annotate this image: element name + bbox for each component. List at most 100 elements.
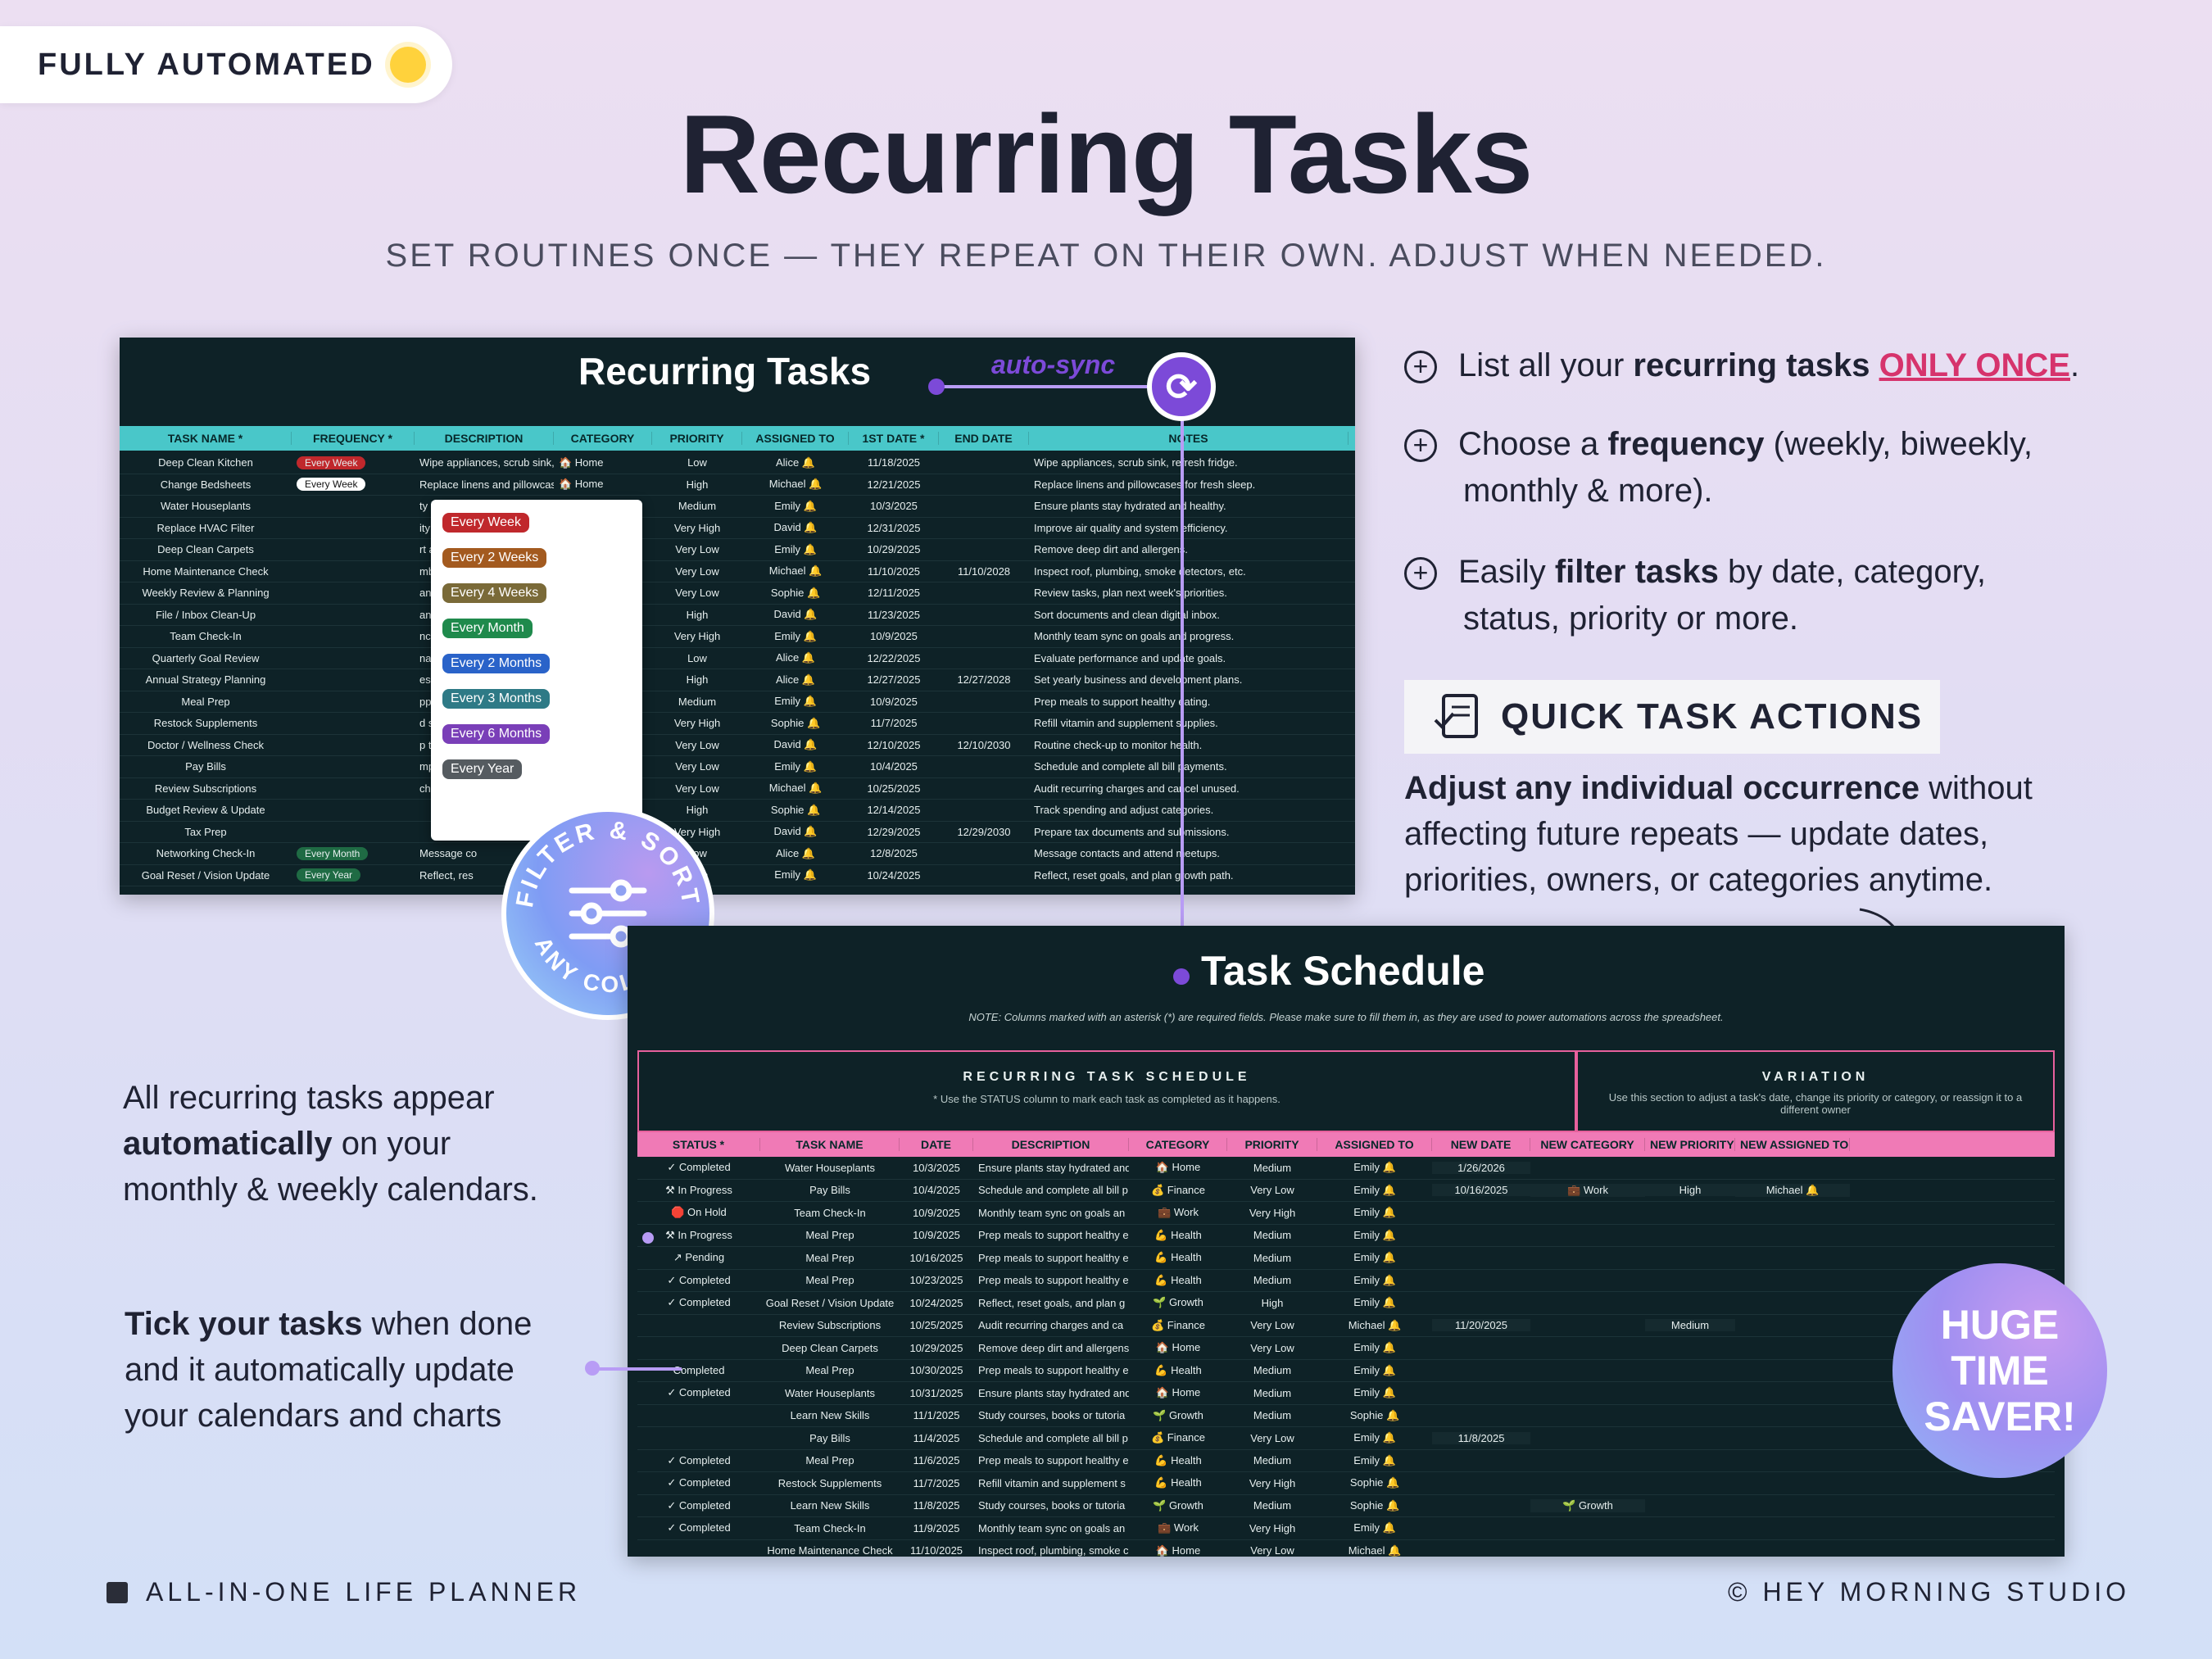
table-row[interactable]: ✓ Completed Water Houseplants 10/31/2025 En… xyxy=(637,1382,2055,1405)
table-cell: 12/27/2028 xyxy=(957,673,1011,687)
table-row[interactable]: ✓ Completed Goal Reset / Vision Update 10/… xyxy=(637,1292,2055,1315)
table-cell: Audit recurring charges and ca xyxy=(978,1319,1124,1332)
column-header: NEW ASSIGNED TO xyxy=(1735,1138,1850,1151)
column-header: TASK NAME * xyxy=(120,432,292,445)
table-row[interactable]: ✓ Completed Team Check-In 11/9/2025 Monthly… xyxy=(637,1517,2055,1540)
table-cell: High xyxy=(1645,1184,1735,1197)
table-row[interactable]: Learn New Skills 11/1/2025 Study courses, … xyxy=(637,1405,2055,1427)
table-cell: Medium xyxy=(678,500,717,513)
plus-circle-icon: + xyxy=(1404,557,1437,591)
table-row[interactable]: Review Subscriptionscharges and ca💰 Fina… xyxy=(120,778,1355,800)
table-row[interactable]: ✓ Completed Meal Prep 11/6/2025 Prep meals … xyxy=(637,1450,2055,1472)
table-row[interactable]: Change Bedsheets Every Week Replace linens… xyxy=(120,474,1355,496)
table-cell: Monthly team sync on goals an xyxy=(978,1521,1126,1534)
table-row[interactable]: Meal Preppport healthy e💪 HealthMediumEm… xyxy=(120,691,1355,713)
table-row[interactable]: ⚒ In Progress Pay Bills 10/4/2025 Schedule … xyxy=(637,1180,2055,1202)
table-cell: Medium xyxy=(1253,1454,1292,1467)
table-row[interactable]: Goal Reset / Vision Update Every Year Refl… xyxy=(120,865,1355,886)
table-cell: Learn New Skills xyxy=(790,1409,870,1422)
table-cell: ✓ Completed xyxy=(667,1521,731,1534)
table-row[interactable]: Networking Check-In Every Month Message co… xyxy=(120,843,1355,865)
table-cell: High xyxy=(686,673,709,687)
table-row[interactable]: ✓ Completed Water Houseplants 10/3/2025 Ens… xyxy=(637,1157,2055,1180)
table-cell: 10/4/2025 xyxy=(913,1184,960,1197)
table-cell: 🏠 Home xyxy=(559,456,604,469)
auto-sync-label: auto-sync xyxy=(991,350,1116,379)
table-cell: Medium xyxy=(1253,1364,1292,1377)
sync-icon: ⟳ xyxy=(1147,352,1216,421)
table-cell: 10/3/2025 xyxy=(870,500,918,513)
table-cell: ✓ Completed xyxy=(667,1498,731,1512)
dropdown-option[interactable]: Every 2 Weeks xyxy=(442,548,547,568)
table-cell: Refill vitamin and supplement supplies. xyxy=(1034,717,1218,730)
table-cell: Meal Prep xyxy=(181,695,230,708)
table-row[interactable]: Pay Bills 11/4/2025 Schedule and complete … xyxy=(637,1427,2055,1450)
column-header: FREQUENCY * xyxy=(292,432,415,445)
filter-top-text: FILTER & SORT xyxy=(511,816,701,909)
table-cell: Low xyxy=(687,651,707,664)
table-cell: Message contacts and attend meetups. xyxy=(1034,847,1220,860)
table-row[interactable]: Pay Billsmplete all bill p💰 FinanceVery … xyxy=(120,756,1355,778)
table-cell: Meal Prep xyxy=(805,1364,854,1377)
filter-sort-badge: FILTER & SORT ANY COLUMN xyxy=(501,807,714,1020)
table-row[interactable]: Home Maintenance Check 11/10/2025 Inspect … xyxy=(637,1540,2055,1557)
dropdown-option[interactable]: Every 2 Months xyxy=(442,654,551,673)
table-row[interactable]: ✓ Completed Learn New Skills 11/8/2025 Stud… xyxy=(637,1495,2055,1517)
frequency-tag: Every Month xyxy=(297,846,369,860)
table-cell: Medium xyxy=(678,695,717,708)
table-row[interactable]: Deep Clean Kitchen Every Week Wipe applian… xyxy=(120,452,1355,474)
table-cell: Emily 🔔 xyxy=(774,868,817,882)
table-row[interactable]: ✓ Completed Meal Prep 10/23/2025 Prep meals… xyxy=(637,1270,2055,1292)
table-cell: Michael 🔔 xyxy=(1348,1543,1402,1557)
footer-right: © HEY MORNING STUDIO xyxy=(1727,1577,2130,1607)
table-cell: Restock Supplements xyxy=(777,1476,882,1489)
screen1-table-body: Deep Clean Kitchen Every Week Wipe applian… xyxy=(120,452,1355,886)
table-row[interactable]: Completed Meal Prep 10/30/2025 Prep meals t… xyxy=(637,1360,2055,1382)
table-cell: 🏠 Home xyxy=(1155,1341,1201,1354)
feature-2: + Choose a frequency (weekly, biweekly, mo… xyxy=(1404,421,2033,514)
frequency-dropdown[interactable]: Every Week Every 2 Weeks Every 4 Weeks Ever… xyxy=(431,500,642,841)
table-cell: Monthly team sync on goals and progress. xyxy=(1034,630,1235,643)
table-cell: 💰 Finance xyxy=(1150,1318,1206,1331)
table-row[interactable]: Budget Review & Update💰 FinanceHighSophi… xyxy=(120,800,1355,822)
table-row[interactable]: Deep Clean Carpets 10/29/2025 Remove deep … xyxy=(637,1337,2055,1360)
table-cell: Very Low xyxy=(675,738,719,751)
table-cell: Ensure plants stay hydrated and xyxy=(978,1161,1129,1174)
dropdown-option[interactable]: Every 4 Weeks xyxy=(442,583,547,603)
dropdown-option[interactable]: Every 6 Months xyxy=(442,724,551,744)
dropdown-option[interactable]: Every Month xyxy=(442,619,533,638)
table-row[interactable]: ↗ Pending Meal Prep 10/16/2025 Prep meals t… xyxy=(637,1247,2055,1270)
table-row[interactable]: Quarterly Goal Reviewnance and upd💼 Work… xyxy=(120,648,1355,669)
table-cell: 10/29/2025 xyxy=(867,543,921,556)
table-cell: 🏠 Home xyxy=(559,478,604,491)
table-cell: 11/8/2025 xyxy=(913,1499,960,1512)
table-cell: 10/9/2025 xyxy=(870,630,918,643)
table-cell: Completed xyxy=(673,1364,725,1377)
table-cell: Meal Prep xyxy=(805,1454,854,1467)
table-row[interactable]: ✓ Completed Restock Supplements 11/7/2025 R… xyxy=(637,1472,2055,1495)
table-cell: 10/16/2025 xyxy=(909,1251,963,1264)
square-icon xyxy=(107,1581,128,1603)
table-cell: Emily 🔔 xyxy=(1353,1183,1396,1196)
table-cell: Prep meals to support healthy e xyxy=(978,1251,1129,1264)
table-row[interactable]: 🛑 On Hold Team Check-In 10/9/2025 Monthly t… xyxy=(637,1202,2055,1225)
dropdown-option[interactable]: Every Week xyxy=(442,513,529,533)
only-once-highlight: ONLY ONCE xyxy=(1879,347,2070,383)
table-row[interactable]: Home Maintenance Checkmbing, smoke c🏠 Ho… xyxy=(120,561,1355,582)
dropdown-option[interactable]: Every 3 Months xyxy=(442,689,551,709)
dropdown-option[interactable]: Every Year xyxy=(442,759,523,779)
table-row[interactable]: ⚒ In Progress Meal Prep 10/9/2025 Prep meal… xyxy=(637,1225,2055,1247)
table-cell: Water Houseplants xyxy=(160,500,252,513)
table-row[interactable]: Review Subscriptions 10/25/2025 Audit recu… xyxy=(637,1315,2055,1337)
table-cell: Michael 🔔 xyxy=(768,782,823,795)
